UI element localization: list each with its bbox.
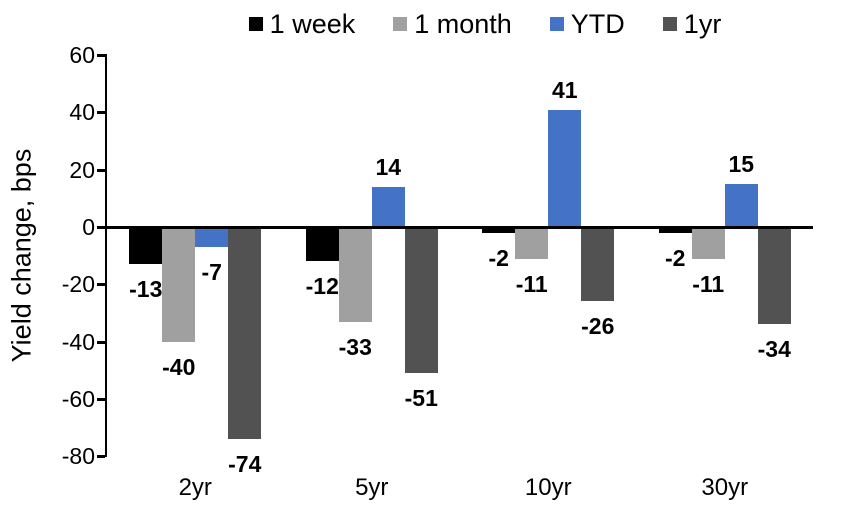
data-label: 15 xyxy=(728,151,755,178)
y-tick-label: -40 xyxy=(61,328,95,355)
legend-item: 1yr xyxy=(662,8,722,40)
bar-YTD-10yr xyxy=(548,109,582,227)
data-label: -51 xyxy=(404,385,438,412)
y-axis-line xyxy=(105,54,107,458)
bar-1-week-30yr xyxy=(658,227,692,233)
y-axis-tick xyxy=(97,455,105,459)
legend-label: 1yr xyxy=(683,9,722,39)
data-label: -74 xyxy=(228,450,262,477)
bar-1-month-2yr xyxy=(162,227,196,342)
bar-1yr-10yr xyxy=(581,227,615,302)
bar-1-month-30yr xyxy=(691,227,725,259)
y-tick-label: -80 xyxy=(61,443,95,470)
data-label: 41 xyxy=(551,76,578,103)
y-axis-tick xyxy=(97,111,105,115)
data-label: -2 xyxy=(488,244,509,271)
y-axis-tick xyxy=(97,340,105,344)
data-label: -13 xyxy=(129,276,163,303)
bar-1-week-10yr xyxy=(482,227,516,233)
zero-axis-line xyxy=(107,226,813,229)
bar-YTD-30yr xyxy=(724,184,758,227)
y-tick-label: 0 xyxy=(82,214,95,240)
y-axis-tick xyxy=(97,397,105,401)
legend-label: YTD xyxy=(570,9,625,39)
y-tick-label: 40 xyxy=(69,99,95,126)
chart-legend: 1 week 1 month YTD 1yr xyxy=(132,8,838,40)
x-category-label: 10yr xyxy=(524,474,572,501)
y-tick-label: -20 xyxy=(61,271,95,298)
y-axis-tick xyxy=(97,226,105,229)
legend-label: 1 month xyxy=(414,9,512,39)
bar-1yr-5yr xyxy=(404,227,438,374)
y-axis-tick xyxy=(97,168,105,172)
x-category-label: 30yr xyxy=(701,474,749,501)
legend-swatch-icon xyxy=(393,17,408,31)
data-label: -2 xyxy=(665,244,686,271)
legend-item: YTD xyxy=(549,8,625,40)
bar-YTD-2yr xyxy=(195,227,229,248)
bar-1-week-2yr xyxy=(129,227,163,265)
data-label: -11 xyxy=(692,270,725,297)
legend-swatch-icon xyxy=(549,17,564,31)
data-label: 14 xyxy=(375,153,402,180)
bar-1-month-5yr xyxy=(338,227,372,322)
data-label: -34 xyxy=(757,336,791,363)
y-axis-title-text: Yield change, bps xyxy=(6,148,37,363)
y-tick-label: 20 xyxy=(69,156,95,183)
y-tick-label: -60 xyxy=(61,385,95,412)
bar-1yr-30yr xyxy=(757,227,791,325)
data-label: -26 xyxy=(581,313,615,340)
legend-item: 1 month xyxy=(393,8,512,40)
legend-swatch-icon xyxy=(248,17,263,31)
legend-item: 1 week xyxy=(248,8,356,40)
y-axis-tick xyxy=(97,283,105,287)
data-label: -7 xyxy=(201,259,222,286)
data-label: -40 xyxy=(162,353,196,380)
legend-label: 1 week xyxy=(269,9,356,39)
data-label: -11 xyxy=(515,270,548,297)
y-axis-tick xyxy=(97,54,105,58)
bar-YTD-5yr xyxy=(371,186,405,227)
x-category-label: 2yr xyxy=(178,474,212,501)
bar-1-week-5yr xyxy=(305,227,339,262)
data-label: -33 xyxy=(338,333,372,360)
legend-swatch-icon xyxy=(662,17,677,31)
y-tick-label: 60 xyxy=(69,42,95,69)
x-category-label: 5yr xyxy=(355,474,389,501)
bar-1-month-10yr xyxy=(515,227,549,259)
bar-1yr-2yr xyxy=(228,227,262,439)
data-label: -12 xyxy=(305,273,339,300)
